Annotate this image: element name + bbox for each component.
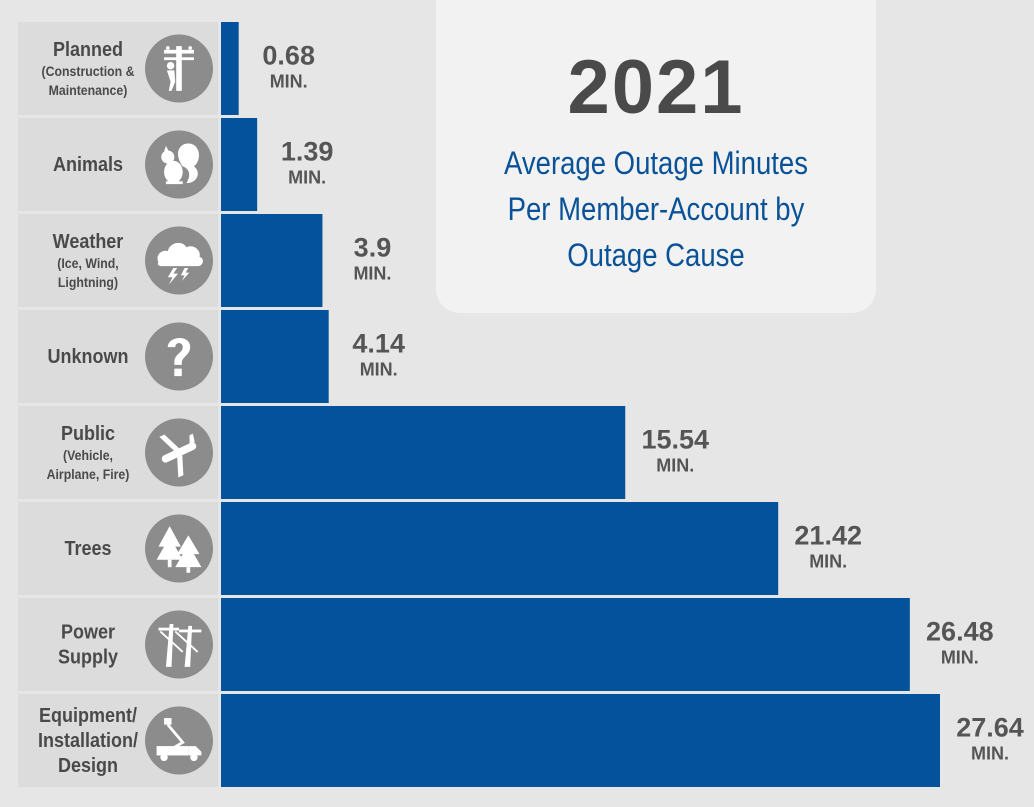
- chart-title: 2021: [567, 45, 745, 130]
- bar: [221, 310, 329, 403]
- category-note: (Ice, Wind,: [57, 255, 118, 271]
- category-label: Installation/: [38, 730, 139, 752]
- value-label: 26.48: [926, 617, 994, 647]
- unit-label: MIN.: [971, 744, 1009, 764]
- unit-label: MIN.: [288, 168, 326, 188]
- bar: [221, 598, 910, 691]
- category-note: (Vehicle,: [63, 447, 113, 463]
- value-label: 27.64: [956, 713, 1024, 743]
- value-label: 21.42: [794, 521, 862, 551]
- value-label: 1.39: [281, 137, 334, 167]
- category-label: Supply: [58, 647, 118, 669]
- category-note: Maintenance): [49, 82, 128, 98]
- category-note: (Construction &: [42, 63, 135, 79]
- bar: [221, 502, 779, 595]
- bar: [221, 22, 239, 115]
- bar: [221, 118, 258, 211]
- category-label: Planned: [53, 39, 123, 61]
- unit-label: MIN.: [941, 648, 979, 668]
- icon-circle: [145, 514, 213, 583]
- bar: [221, 406, 626, 499]
- unit-label: MIN.: [353, 264, 391, 284]
- unit-label: MIN.: [270, 72, 308, 92]
- category-label: Equipment/: [39, 705, 138, 727]
- category-label: Trees: [64, 538, 111, 560]
- category-label: Weather: [53, 231, 124, 253]
- bar-row: Planned (Construction & Maintenance) 0.68MI…: [18, 22, 315, 115]
- category-label: Design: [58, 755, 118, 777]
- unit-label: MIN.: [360, 360, 398, 380]
- bar: [221, 694, 940, 787]
- category-note: Airplane, Fire): [47, 466, 130, 482]
- title-box: 2021 Average Outage Minutes Per Member-A…: [436, 0, 876, 313]
- icon-circle: [145, 610, 213, 679]
- category-label: Animals: [53, 154, 123, 176]
- value-label: 3.9: [354, 233, 392, 263]
- value-label: 4.14: [352, 329, 405, 359]
- icon-circle: [145, 706, 213, 775]
- category-label: Power: [61, 622, 116, 644]
- value-label: 0.68: [262, 41, 315, 71]
- bar: [221, 214, 323, 307]
- category-label: Unknown: [48, 346, 129, 368]
- unit-label: MIN.: [809, 552, 847, 572]
- unit-label: MIN.: [656, 456, 694, 476]
- value-label: 15.54: [641, 425, 709, 455]
- chart-subtitle: Average Outage Minutes Per Member-Accoun…: [504, 145, 808, 273]
- category-note: Lightning): [58, 274, 118, 290]
- category-label: Public: [61, 423, 115, 445]
